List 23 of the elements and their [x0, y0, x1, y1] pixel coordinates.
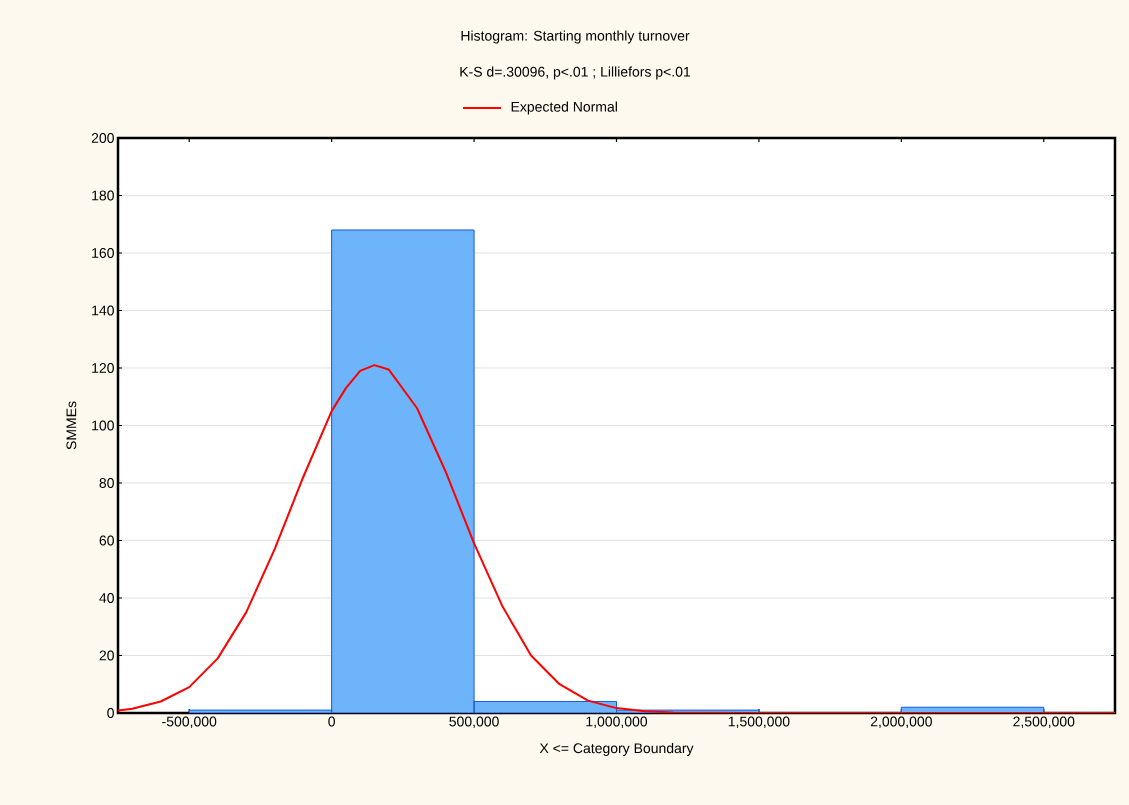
y-tick-label: 40: [99, 593, 114, 603]
x-tick-label: 1,500,000: [728, 716, 790, 729]
y-tick-label: 80: [99, 478, 114, 488]
y-tick-label: 200: [91, 133, 114, 143]
y-tick-label: 180: [92, 190, 114, 201]
y-tick-label: 20: [99, 650, 114, 661]
y-tick-label: 120: [92, 363, 114, 373]
x-tick-label: 2,500,000: [1013, 716, 1075, 729]
x-tick-label: -500,000: [162, 716, 217, 729]
x-tick-label: 0: [328, 716, 335, 727]
y-tick-label: 60: [99, 535, 114, 546]
y-tick-label: 100: [92, 420, 114, 431]
x-tick-label: 1,000,000: [586, 716, 648, 729]
y-axis-title: SMMEs: [66, 401, 77, 450]
y-tick-label: 0: [107, 708, 114, 718]
x-axis-title: X <= Category Boundary: [539, 742, 694, 756]
x-tick-label: 500,000: [449, 716, 499, 729]
chart-subtitle: K-S d=.30096, p<.01 ; Lilliefors p<.01: [460, 66, 691, 80]
y-tick-label: 160: [92, 248, 114, 258]
legend-label: Expected Normal: [511, 101, 617, 115]
x-tick-label: 2,000,000: [870, 716, 932, 729]
chart-title: Histogram: Starting monthly turnover: [461, 30, 690, 44]
y-tick-label: 140: [92, 305, 114, 316]
